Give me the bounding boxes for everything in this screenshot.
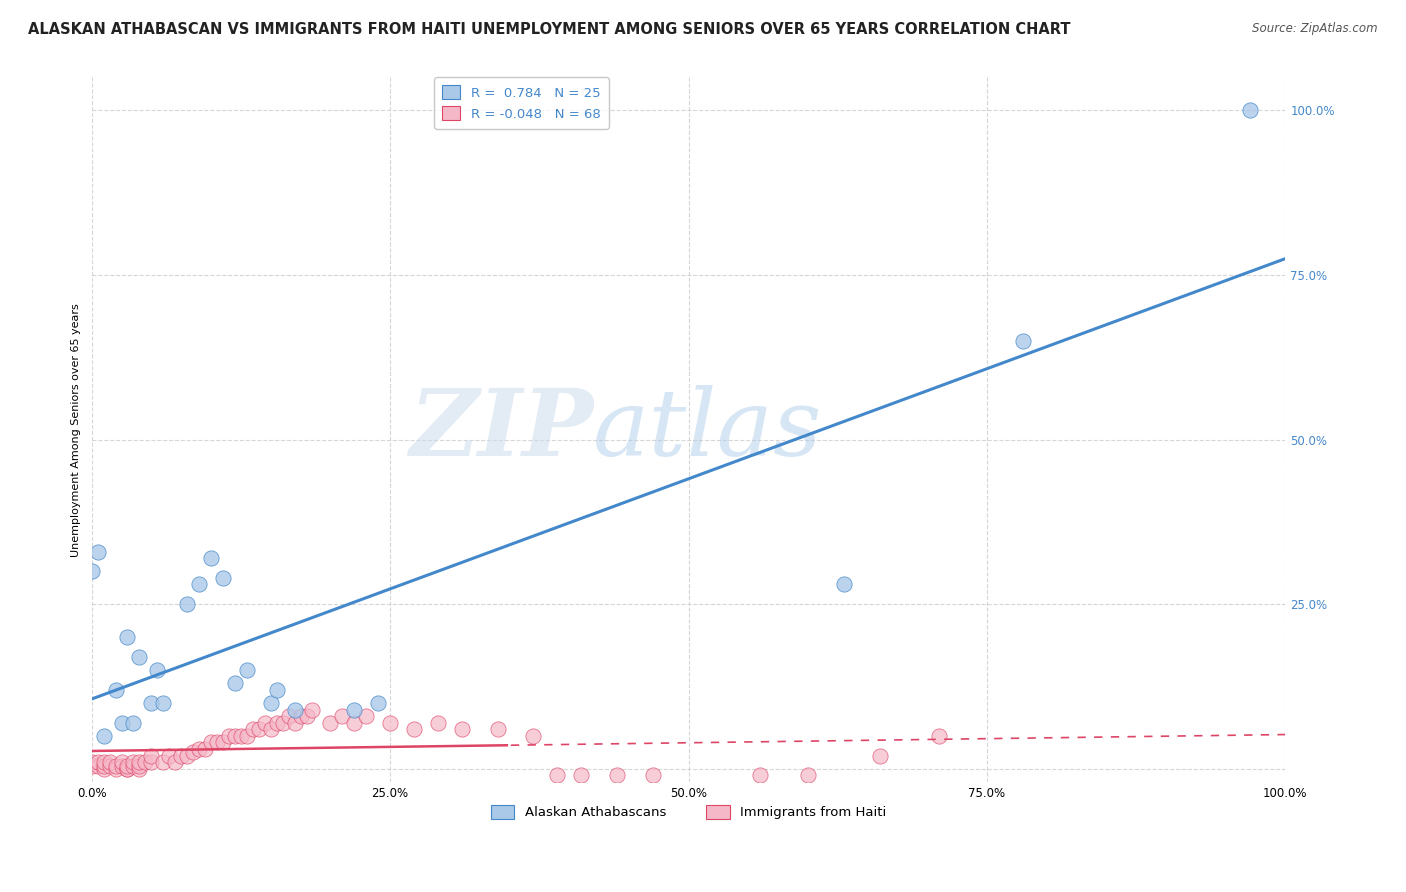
Point xyxy=(236,729,259,743)
Point xyxy=(86,544,108,558)
Point xyxy=(93,729,115,743)
Point xyxy=(928,729,950,743)
Point xyxy=(284,715,307,730)
Point xyxy=(122,756,145,770)
Point xyxy=(141,748,163,763)
Point xyxy=(266,715,288,730)
Point xyxy=(486,723,509,737)
Point xyxy=(122,758,145,772)
Point xyxy=(343,702,366,716)
Point xyxy=(122,715,145,730)
Point xyxy=(128,762,150,776)
Text: Source: ZipAtlas.com: Source: ZipAtlas.com xyxy=(1253,22,1378,36)
Point xyxy=(290,709,312,723)
Point xyxy=(641,768,664,782)
Point xyxy=(188,577,211,591)
Point xyxy=(229,729,252,743)
Point xyxy=(98,756,121,770)
Point xyxy=(117,762,139,776)
Point xyxy=(141,756,163,770)
Point xyxy=(869,748,891,763)
Point xyxy=(212,571,235,585)
Point xyxy=(104,762,127,776)
Point xyxy=(110,715,132,730)
Point xyxy=(194,742,217,756)
Point xyxy=(157,748,180,763)
Point xyxy=(80,758,103,772)
Point xyxy=(1239,103,1261,118)
Point xyxy=(354,709,377,723)
Point xyxy=(80,564,103,578)
Point xyxy=(110,756,132,770)
Point xyxy=(80,756,103,770)
Point xyxy=(271,715,294,730)
Point xyxy=(378,715,401,730)
Text: ALASKAN ATHABASCAN VS IMMIGRANTS FROM HAITI UNEMPLOYMENT AMONG SENIORS OVER 65 Y: ALASKAN ATHABASCAN VS IMMIGRANTS FROM HA… xyxy=(28,22,1070,37)
Point xyxy=(212,735,235,749)
Point xyxy=(200,735,222,749)
Point xyxy=(188,742,211,756)
Point xyxy=(367,696,389,710)
Point xyxy=(117,758,139,772)
Point xyxy=(128,649,150,664)
Point xyxy=(260,696,283,710)
Point xyxy=(176,597,198,611)
Point xyxy=(295,709,318,723)
Point xyxy=(128,756,150,770)
Point xyxy=(224,729,246,743)
Point xyxy=(98,758,121,772)
Point xyxy=(152,756,174,770)
Point xyxy=(86,758,108,772)
Point xyxy=(141,696,163,710)
Point xyxy=(117,762,139,776)
Point xyxy=(134,756,156,770)
Point xyxy=(104,758,127,772)
Point xyxy=(426,715,449,730)
Point xyxy=(832,577,855,591)
Point xyxy=(253,715,276,730)
Point xyxy=(247,723,270,737)
Point xyxy=(218,729,240,743)
Point xyxy=(402,723,425,737)
Text: atlas: atlas xyxy=(593,384,823,475)
Point xyxy=(165,756,187,770)
Point xyxy=(146,663,169,677)
Point xyxy=(546,768,568,782)
Point xyxy=(93,756,115,770)
Point xyxy=(1011,334,1033,348)
Legend: Alaskan Athabascans, Immigrants from Haiti: Alaskan Athabascans, Immigrants from Hai… xyxy=(485,800,891,825)
Point xyxy=(450,723,472,737)
Point xyxy=(170,748,193,763)
Point xyxy=(152,696,174,710)
Point xyxy=(260,723,283,737)
Point xyxy=(176,748,198,763)
Point xyxy=(343,715,366,730)
Point xyxy=(277,709,299,723)
Point xyxy=(606,768,628,782)
Point xyxy=(128,758,150,772)
Point xyxy=(319,715,342,730)
Point xyxy=(522,729,544,743)
Point xyxy=(93,762,115,776)
Point xyxy=(266,682,288,697)
Point xyxy=(284,702,307,716)
Point xyxy=(242,723,264,737)
Point xyxy=(200,551,222,566)
Point xyxy=(93,758,115,772)
Point xyxy=(569,768,592,782)
Point xyxy=(86,756,108,770)
Y-axis label: Unemployment Among Seniors over 65 years: Unemployment Among Seniors over 65 years xyxy=(72,303,82,557)
Point xyxy=(110,758,132,772)
Point xyxy=(236,663,259,677)
Point xyxy=(797,768,820,782)
Point xyxy=(117,630,139,644)
Point xyxy=(330,709,353,723)
Text: ZIP: ZIP xyxy=(409,384,593,475)
Point xyxy=(104,682,127,697)
Point xyxy=(749,768,772,782)
Point xyxy=(224,676,246,690)
Point xyxy=(181,745,204,759)
Point xyxy=(301,702,323,716)
Point xyxy=(205,735,228,749)
